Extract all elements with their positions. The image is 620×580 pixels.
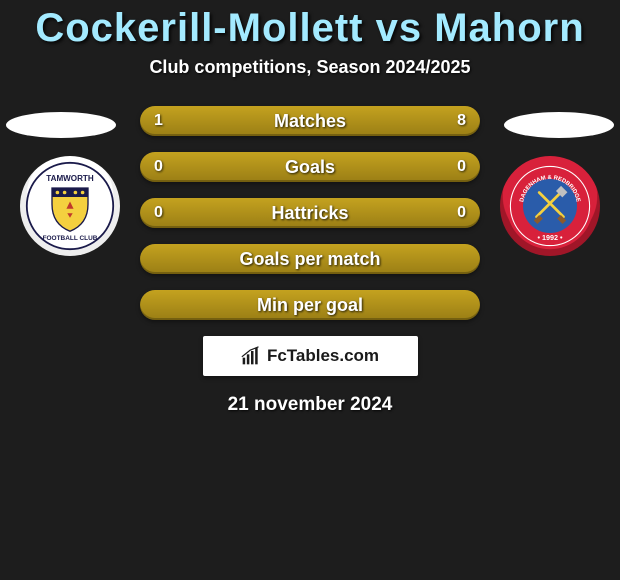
comparison-title: Cockerill-Mollett vs Mahorn [0,0,620,51]
stat-bars: 1 Matches 8 0 Goals 0 0 Hattricks 0 Goal… [140,106,480,320]
stat-bar-goals: 0 Goals 0 [140,152,480,182]
svg-text:• 1992 •: • 1992 • [537,233,562,242]
comparison-date: 21 november 2024 [0,394,620,416]
tamworth-badge-icon: TAMWORTH FOOTBALL CLUB [25,161,115,251]
stat-val-right: 0 [443,152,480,182]
credit-badge: FcTables.com [203,336,418,376]
team-badge-right: DAGENHAM & REDBRIDGE • 1992 • [500,156,600,256]
bar-chart-icon [241,346,261,366]
flag-left-icon [6,112,116,138]
team-badge-left: TAMWORTH FOOTBALL CLUB [20,156,120,256]
svg-text:FOOTBALL CLUB: FOOTBALL CLUB [43,235,98,242]
flag-right-icon [504,112,614,138]
stat-label: Goals [140,152,480,182]
stat-bar-hattricks: 0 Hattricks 0 [140,198,480,228]
dagenham-badge-icon: DAGENHAM & REDBRIDGE • 1992 • [505,161,595,251]
stat-val-right [452,290,480,320]
stat-val-right: 0 [443,198,480,228]
stat-val-right [452,244,480,274]
comparison-main: TAMWORTH FOOTBALL CLUB DAGENHAM & REDBRI… [0,106,620,416]
stat-val-right: 8 [443,106,480,136]
stat-label: Hattricks [140,198,480,228]
stat-label: Goals per match [140,244,480,274]
stat-bar-min-per-goal: Min per goal [140,290,480,320]
stat-label: Matches [140,106,480,136]
stat-bar-matches: 1 Matches 8 [140,106,480,136]
stat-bar-goals-per-match: Goals per match [140,244,480,274]
comparison-subtitle: Club competitions, Season 2024/2025 [0,57,620,78]
credit-text: FcTables.com [267,346,379,366]
stat-label: Min per goal [140,290,480,320]
svg-text:TAMWORTH: TAMWORTH [46,174,94,183]
